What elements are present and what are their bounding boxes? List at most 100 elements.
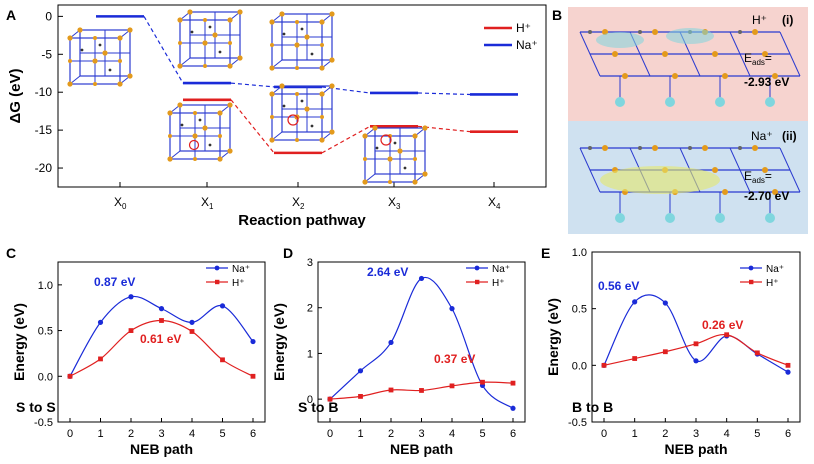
xtick-label: 6 [510, 428, 516, 440]
legend-label: Na⁺ [766, 264, 784, 275]
xtick-label: 5 [754, 428, 760, 440]
energy-barrier-label: 2.64 eV [367, 265, 408, 279]
data-point-h [388, 387, 394, 393]
ytick-label: -0.5 [34, 417, 53, 429]
panel-b-adsorption: H⁺ (i) Eads= -2.93 eV Na⁺ (ii) Eads= -2.… [568, 7, 808, 234]
data-point-h [510, 380, 516, 386]
data-point-h [724, 332, 730, 338]
ytick-label: 0.5 [572, 304, 587, 316]
xtick-label: 3 [693, 428, 699, 440]
data-point-h [785, 362, 791, 368]
panel-letter-e: E [541, 245, 550, 261]
data-point-h [128, 328, 134, 333]
ytick-label: 1.0 [572, 247, 587, 259]
xtick-label: 3 [158, 428, 164, 440]
xtick-label: 0 [67, 428, 73, 440]
energy-barrier-label: 0.37 eV [434, 352, 475, 366]
data-point-na [128, 294, 134, 300]
data-point-h [601, 362, 607, 368]
marker-h-site-x1 [188, 139, 200, 151]
ytick-label: 3 [307, 257, 313, 269]
data-point-na [418, 275, 425, 282]
legend-label: H⁺ [232, 278, 245, 289]
xlabel: NEB path [390, 441, 453, 457]
a-xtick-label: X1 [201, 195, 214, 211]
data-point-na [357, 368, 364, 374]
legend-marker [474, 265, 480, 271]
ylabel: Energy (eV) [11, 303, 27, 381]
xtick-label: 1 [357, 428, 363, 440]
xtick-label: 6 [250, 428, 256, 440]
path-annotation: S to S [16, 399, 56, 415]
energy-barrier-label: 0.26 eV [702, 318, 743, 332]
structure-x2-top [268, 10, 336, 72]
xtick-label: 4 [724, 428, 730, 440]
b-top-tag: (i) [782, 13, 793, 27]
ytick-label: 0.0 [38, 371, 53, 383]
data-point-h [220, 357, 225, 363]
energy-connector-H [230, 99, 275, 154]
panel-letter-c: C [6, 245, 16, 261]
xtick-label: 2 [128, 428, 134, 440]
energy-barrier-label: 0.56 eV [598, 279, 639, 293]
structure-x1-top [176, 8, 244, 70]
a-ytick-label: 0 [45, 9, 52, 23]
ytick-label: -0.5 [568, 417, 587, 429]
data-point-na [510, 405, 516, 411]
series-line [69, 319, 254, 377]
path-annotation: B to B [572, 399, 613, 415]
ytick-label: 0 [307, 394, 313, 406]
legend-label: H⁺ [492, 278, 505, 289]
data-point-na [219, 303, 226, 309]
panel-letter-d: D [283, 245, 293, 261]
data-point-na [693, 358, 699, 364]
ylabel: Energy (eV) [545, 298, 561, 376]
energy-connector-Na [417, 92, 471, 96]
xtick-label: 0 [601, 428, 607, 440]
b-top-ion: H⁺ [752, 13, 767, 27]
panel-letter-a: A [6, 7, 16, 23]
a-xtick-label: X2 [292, 195, 305, 211]
data-point-na [632, 299, 638, 305]
energy-connector-H [321, 125, 371, 154]
xlabel: NEB path [130, 441, 193, 457]
a-xtick-label: X3 [388, 195, 401, 211]
data-point-na [662, 300, 668, 306]
a-ytick-label: -10 [35, 85, 53, 99]
marker-h-site-x2 [287, 114, 299, 126]
legend-label: Na⁺ [232, 264, 250, 275]
ytick-label: 0.5 [38, 326, 53, 338]
energy-connector-Na [143, 16, 184, 84]
a-ytick-label: -20 [35, 161, 53, 175]
legend-na-label: Na⁺ [516, 38, 538, 52]
b-bottom-eads: Eads= [744, 169, 772, 185]
data-point-h [358, 394, 363, 399]
xtick-label: 5 [219, 428, 225, 440]
panel-a-ylabel: ΔG (eV) [7, 69, 24, 124]
data-point-na [250, 338, 256, 345]
data-point-na [388, 339, 394, 346]
data-point-h [67, 373, 73, 379]
b-bottom-ion: Na⁺ [751, 129, 773, 143]
b-top-eads: Eads= [744, 51, 772, 67]
xtick-label: 1 [97, 428, 103, 440]
legend-marker [748, 265, 754, 271]
panel-c-neb-s-to-s: -0.5 0.0 0.5 1.0 0 1 2 3 4 5 6 NEB path Energy (eV) 0… [11, 261, 266, 457]
a-ytick-label: -15 [35, 123, 53, 137]
b-bottom-tag: (ii) [782, 129, 797, 143]
data-point-h [189, 329, 195, 334]
ytick-label: 2 [307, 303, 313, 315]
charge-density-cloud-h [596, 32, 644, 48]
xtick-label: 4 [189, 428, 195, 440]
energy-barrier-label: 0.87 eV [94, 275, 135, 289]
data-point-h [632, 356, 638, 361]
xtick-label: 2 [388, 428, 394, 440]
data-point-na [189, 319, 195, 325]
panel-e-neb-b-to-b: -0.5 0.0 0.5 1.0 0 1 2 3 4 5 6 NEB path Energy (eV) 0… [545, 247, 801, 457]
legend-marker [749, 279, 754, 285]
data-point-na [785, 369, 791, 375]
legend-marker [214, 265, 220, 271]
xtick-label: 5 [479, 428, 485, 440]
legend-marker [215, 279, 220, 285]
